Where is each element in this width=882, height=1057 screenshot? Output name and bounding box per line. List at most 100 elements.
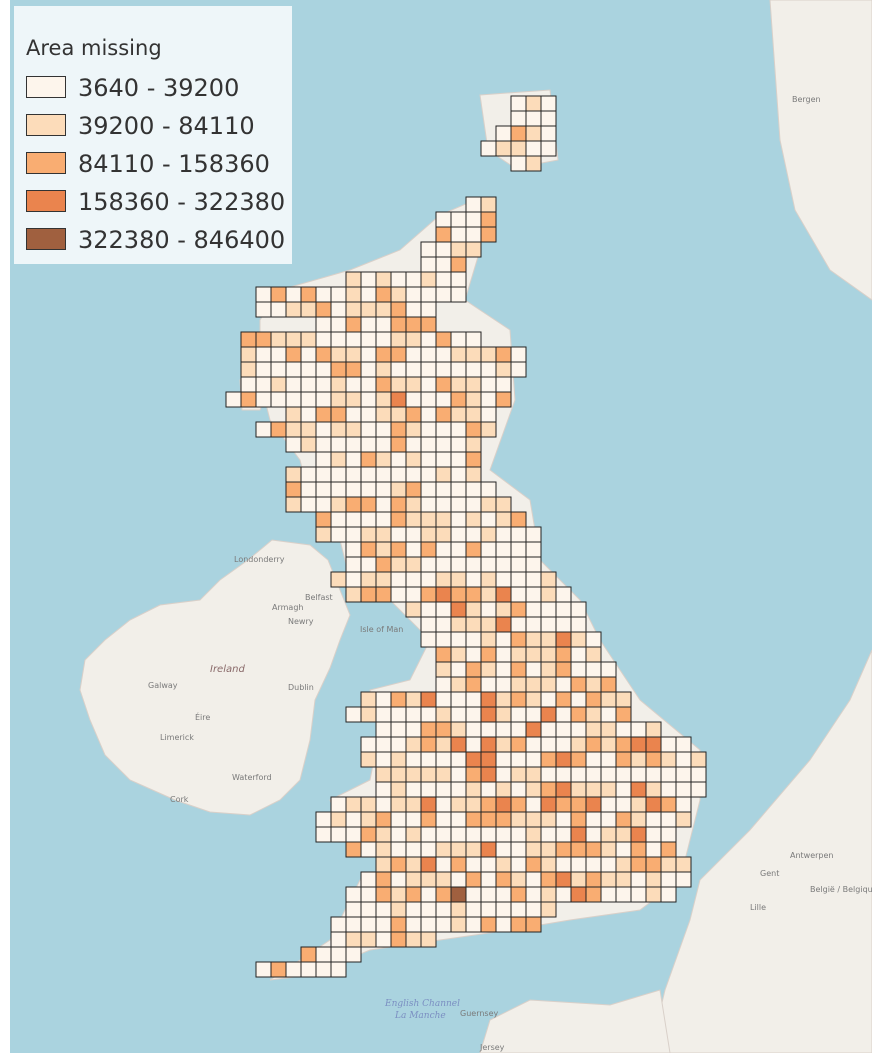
grid-cell[interactable] — [600, 886, 617, 903]
grid-cell[interactable] — [480, 826, 497, 843]
grid-cell[interactable] — [540, 736, 557, 753]
grid-cell[interactable] — [480, 346, 497, 363]
grid-cell[interactable] — [690, 781, 707, 798]
grid-cell[interactable] — [390, 901, 407, 918]
grid-cell[interactable] — [390, 466, 407, 483]
grid-cell[interactable] — [645, 871, 662, 888]
grid-cell[interactable] — [450, 586, 467, 603]
grid-cell[interactable] — [465, 526, 482, 543]
grid-cell[interactable] — [660, 856, 677, 873]
grid-cell[interactable] — [360, 706, 377, 723]
grid-cell[interactable] — [480, 871, 497, 888]
grid-cell[interactable] — [450, 256, 467, 273]
grid-cell[interactable] — [510, 361, 527, 378]
grid-cell[interactable] — [420, 826, 437, 843]
grid-cell[interactable] — [435, 451, 452, 468]
grid-cell[interactable] — [420, 301, 437, 318]
grid-cell[interactable] — [645, 826, 662, 843]
grid-cell[interactable] — [390, 751, 407, 768]
grid-cell[interactable] — [360, 481, 377, 498]
grid-cell[interactable] — [405, 301, 422, 318]
grid-cell[interactable] — [630, 736, 647, 753]
grid-cell[interactable] — [360, 871, 377, 888]
grid-cell[interactable] — [495, 766, 512, 783]
grid-cell[interactable] — [660, 871, 677, 888]
grid-cell[interactable] — [525, 766, 542, 783]
grid-cell[interactable] — [480, 586, 497, 603]
grid-cell[interactable] — [405, 436, 422, 453]
grid-cell[interactable] — [450, 631, 467, 648]
grid-cell[interactable] — [450, 481, 467, 498]
grid-cell[interactable] — [435, 541, 452, 558]
grid-cell[interactable] — [495, 526, 512, 543]
grid-cell[interactable] — [510, 751, 527, 768]
grid-cell[interactable] — [510, 871, 527, 888]
grid-cell[interactable] — [480, 616, 497, 633]
grid-cell[interactable] — [390, 331, 407, 348]
grid-cell[interactable] — [525, 586, 542, 603]
grid-cell[interactable] — [660, 886, 677, 903]
grid-cell[interactable] — [510, 856, 527, 873]
grid-cell[interactable] — [450, 901, 467, 918]
grid-cell[interactable] — [495, 856, 512, 873]
grid-cell[interactable] — [405, 361, 422, 378]
grid-cell[interactable] — [390, 481, 407, 498]
grid-cell[interactable] — [375, 511, 392, 528]
grid-cell[interactable] — [570, 736, 587, 753]
grid-cell[interactable] — [345, 526, 362, 543]
grid-cell[interactable] — [420, 841, 437, 858]
grid-cell[interactable] — [585, 856, 602, 873]
grid-cell[interactable] — [405, 316, 422, 333]
grid-cell[interactable] — [405, 406, 422, 423]
grid-cell[interactable] — [630, 826, 647, 843]
grid-cell[interactable] — [435, 511, 452, 528]
grid-cell[interactable] — [360, 916, 377, 933]
grid-cell[interactable] — [375, 886, 392, 903]
grid-cell[interactable] — [360, 901, 377, 918]
grid-cell[interactable] — [435, 871, 452, 888]
grid-cell[interactable] — [615, 826, 632, 843]
grid-cell[interactable] — [360, 886, 377, 903]
grid-cell[interactable] — [435, 496, 452, 513]
grid-cell[interactable] — [540, 796, 557, 813]
grid-cell[interactable] — [525, 796, 542, 813]
grid-cell[interactable] — [435, 406, 452, 423]
grid-cell[interactable] — [375, 406, 392, 423]
grid-cell[interactable] — [480, 631, 497, 648]
grid-cell[interactable] — [300, 421, 317, 438]
grid-cell[interactable] — [420, 871, 437, 888]
grid-cell[interactable] — [420, 751, 437, 768]
grid-cell[interactable] — [315, 496, 332, 513]
grid-cell[interactable] — [360, 466, 377, 483]
grid-cell[interactable] — [450, 856, 467, 873]
grid-cell[interactable] — [420, 586, 437, 603]
grid-cell[interactable] — [390, 301, 407, 318]
grid-cell[interactable] — [345, 586, 362, 603]
grid-cell[interactable] — [450, 916, 467, 933]
grid-cell[interactable] — [375, 436, 392, 453]
grid-cell[interactable] — [420, 706, 437, 723]
grid-cell[interactable] — [600, 856, 617, 873]
grid-cell[interactable] — [570, 871, 587, 888]
grid-cell[interactable] — [495, 886, 512, 903]
grid-cell[interactable] — [330, 481, 347, 498]
grid-cell[interactable] — [585, 721, 602, 738]
grid-cell[interactable] — [375, 706, 392, 723]
grid-cell[interactable] — [675, 766, 692, 783]
grid-cell[interactable] — [375, 496, 392, 513]
grid-cell[interactable] — [390, 541, 407, 558]
grid-cell[interactable] — [465, 751, 482, 768]
grid-cell[interactable] — [405, 511, 422, 528]
grid-cell[interactable] — [570, 601, 587, 618]
grid-cell[interactable] — [360, 811, 377, 828]
grid-cell[interactable] — [345, 481, 362, 498]
grid-cell[interactable] — [525, 110, 542, 127]
grid-cell[interactable] — [660, 736, 677, 753]
grid-cell[interactable] — [405, 586, 422, 603]
grid-cell[interactable] — [450, 691, 467, 708]
grid-cell[interactable] — [315, 331, 332, 348]
grid-cell[interactable] — [435, 436, 452, 453]
grid-cell[interactable] — [375, 526, 392, 543]
grid-cell[interactable] — [555, 721, 572, 738]
grid-cell[interactable] — [390, 796, 407, 813]
